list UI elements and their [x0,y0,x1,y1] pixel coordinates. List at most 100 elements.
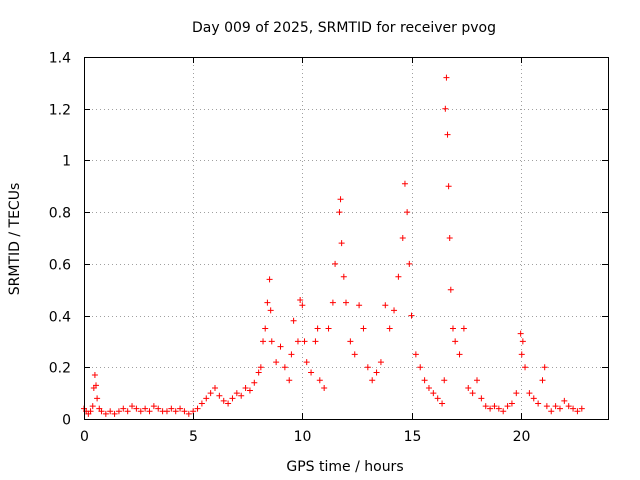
data-point [456,351,463,358]
data-point [155,405,162,412]
x-axis-label: GPS time / hours [286,459,403,475]
data-point [434,395,441,402]
data-point [94,395,101,402]
data-point [465,384,472,391]
data-point [518,351,525,358]
data-point [430,390,437,397]
data-point [198,400,205,407]
data-point [251,379,258,386]
axis-ticks: 0 5 10 15 20 0 0.2 0.4 0.6 0.8 1 1.2 1.4 [49,51,608,445]
data-point [288,351,295,358]
data-point [541,364,548,371]
data-point [565,403,572,410]
data-point [273,359,280,366]
data-point [177,405,184,412]
data-point [268,338,275,345]
data-point [216,392,223,399]
data-point [377,359,384,366]
data-point [314,325,321,332]
data-point [120,405,127,412]
data-point [299,302,306,309]
data-point [474,377,480,384]
data-point [255,369,262,376]
data-point [522,364,529,371]
data-point [561,397,568,404]
data-point [343,299,349,306]
data-point [281,364,288,371]
data-point [321,384,328,391]
x-tick-label: 15 [404,429,422,445]
data-point [91,372,98,379]
data-point [513,390,520,397]
data-point [297,297,304,304]
data-point [442,105,449,112]
data-point [444,131,451,138]
data-point [102,410,109,417]
data-point [356,302,363,309]
y-tick-label: 0.8 [49,206,71,222]
data-point [229,395,236,402]
data-point [172,408,179,415]
data-point [185,410,192,417]
data-point [548,408,555,415]
data-point [93,382,100,389]
data-point [552,403,559,410]
x-tick-label: 20 [513,429,531,445]
data-point [574,408,581,415]
data-point [87,408,94,415]
data-point [332,260,339,267]
data-point [340,273,347,280]
data-point [369,377,376,384]
data-point [329,299,336,306]
data-point [262,325,269,332]
data-point [460,325,467,332]
data-point [526,390,533,397]
data-point [382,302,389,309]
data-point [267,307,274,314]
data-point [386,325,393,332]
data-point [242,384,249,391]
data-point [443,74,450,81]
y-tick-label: 0 [62,413,71,429]
data-point [338,240,345,247]
data-point [351,351,358,358]
data-point [482,403,489,410]
y-tick-label: 1 [62,154,71,170]
data-point [89,403,96,410]
data-point [290,317,297,324]
data-point [570,405,577,412]
data-point [347,338,354,345]
data-point [203,395,210,402]
data-point [257,364,264,371]
data-point [441,377,448,384]
data-point [150,403,157,410]
data-point [115,408,122,415]
data-point [373,369,380,376]
data-point [578,405,585,412]
data-point [260,338,267,345]
data-point [301,338,308,345]
data-point [129,403,136,410]
data-point [133,405,140,412]
y-tick-label: 1.4 [49,51,71,67]
data-point [452,338,459,345]
data-point [168,405,175,412]
data-point [517,330,524,337]
data-point [469,390,476,397]
data-point [504,403,511,410]
data-point [401,180,408,187]
data-point [294,338,301,345]
data-point [142,405,149,412]
data-point [408,312,415,319]
data-point [445,183,452,190]
data-point [399,235,406,241]
data-point [107,408,114,415]
y-tick-label: 1.2 [49,103,71,119]
data-point [266,276,273,283]
data-point [277,343,284,350]
data-point [478,395,485,402]
data-point [146,408,153,415]
data-point [421,377,428,384]
data-point [491,403,498,410]
data-point [406,260,413,267]
